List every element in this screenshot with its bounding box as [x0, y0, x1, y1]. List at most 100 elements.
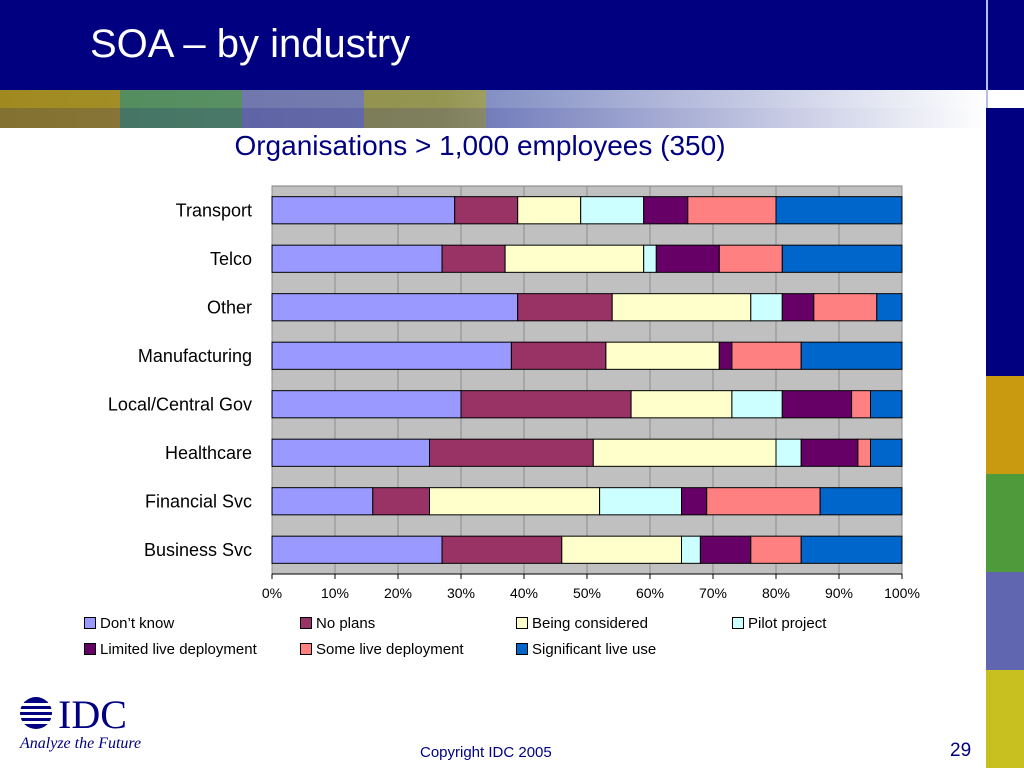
bar-segment — [731, 390, 783, 419]
x-tick-label: 100% — [884, 585, 920, 601]
legend-swatch — [300, 643, 312, 655]
bar-segment — [718, 341, 733, 370]
bar-segment — [429, 438, 594, 467]
legend-item: Being considered — [516, 615, 648, 632]
bar-segment — [731, 341, 802, 370]
bar-segment — [510, 341, 607, 370]
bar-segment — [611, 293, 752, 322]
bar-segment — [271, 390, 462, 419]
title-bar: SOA – by industry — [0, 0, 1024, 90]
legend-label: Significant live use — [532, 641, 657, 658]
bar-segment — [819, 487, 903, 516]
legend-swatch — [516, 643, 528, 655]
bar-segment — [630, 390, 733, 419]
bar-segment — [870, 438, 903, 467]
legend-swatch — [516, 617, 528, 629]
category-label: Healthcare — [165, 443, 252, 463]
legend-item: Don’t know — [84, 615, 174, 632]
bar-segment — [800, 438, 859, 467]
bar-segment — [372, 487, 430, 516]
x-tick-label: 30% — [447, 585, 475, 601]
page-number: 29 — [950, 740, 972, 761]
bar-segment — [870, 390, 903, 419]
bar-segment — [775, 196, 903, 225]
logo-wordmark: IDC — [58, 692, 127, 737]
bar-segment — [271, 535, 443, 564]
decorative-photo-strip — [0, 90, 986, 128]
decorative-side-panel — [986, 108, 1024, 768]
bar-segment — [271, 487, 374, 516]
bar-segment — [517, 293, 613, 322]
bar-segment — [813, 293, 878, 322]
category-label: Financial Svc — [145, 491, 252, 511]
legend-label: Limited live deployment — [100, 641, 257, 658]
bar-segment — [599, 487, 682, 516]
category-label: Other — [207, 297, 252, 317]
bar-segment — [605, 341, 720, 370]
legend-swatch — [300, 617, 312, 629]
bar-segment — [800, 535, 903, 564]
bar-segment — [271, 196, 456, 225]
bar-segment — [781, 390, 853, 419]
bar-segment — [750, 535, 802, 564]
globe-icon — [20, 697, 52, 729]
x-tick-label: 10% — [321, 585, 349, 601]
bar-segment — [271, 341, 512, 370]
category-label: Business Svc — [144, 540, 252, 560]
category-label: Manufacturing — [138, 346, 252, 366]
legend-label: No plans — [316, 615, 376, 632]
bar-segment — [800, 341, 903, 370]
bar-segment — [681, 487, 708, 516]
bar-segment — [857, 438, 872, 467]
x-tick-label: 90% — [825, 585, 853, 601]
x-tick-label: 80% — [762, 585, 790, 601]
legend-swatch — [84, 643, 96, 655]
x-tick-label: 60% — [636, 585, 664, 601]
logo-tagline: Analyze the Future — [19, 735, 141, 752]
legend-label: Some live deployment — [316, 641, 464, 658]
bar-segment — [681, 535, 701, 564]
bar-segment — [454, 196, 519, 225]
legend-label: Being considered — [532, 615, 648, 632]
bar-segment — [271, 244, 443, 273]
bar-segment — [580, 196, 645, 225]
category-label: Telco — [210, 249, 252, 269]
x-tick-label: 70% — [699, 585, 727, 601]
legend-swatch — [84, 617, 96, 629]
bar-segment — [441, 535, 563, 564]
slide-title: SOA – by industry — [90, 22, 411, 66]
category-label: Transport — [176, 200, 252, 220]
bar-segment — [781, 244, 903, 273]
idc-logo: IDC Analyze the Future — [18, 692, 141, 752]
bar-segment — [517, 196, 582, 225]
bar-segment — [687, 196, 777, 225]
bar-segment — [699, 535, 752, 564]
chart-title: Organisations > 1,000 employees (350) — [234, 130, 726, 161]
bar-segment — [781, 293, 815, 322]
legend-label: Don’t know — [100, 615, 175, 632]
legend-item: Limited live deployment — [84, 641, 257, 658]
legend-item: Some live deployment — [300, 641, 464, 658]
bar-segment — [775, 438, 802, 467]
legend-item: Significant live use — [516, 641, 656, 658]
bar-segment — [561, 535, 682, 564]
bar-segment — [655, 244, 720, 273]
stacked-bar-chart: 0% 10% 20% 30% 40% 50% 60% 70% 80% 90% 100% Transpo… — [108, 185, 920, 601]
bar-segment — [706, 487, 821, 516]
x-tick-label: 0% — [262, 585, 282, 601]
bar-segment — [643, 196, 689, 225]
category-label: Local/Central Gov — [108, 394, 252, 414]
bar-segment — [460, 390, 632, 419]
x-tick-label: 40% — [510, 585, 538, 601]
legend-item: No plans — [300, 615, 375, 632]
bar-segment — [592, 438, 777, 467]
bar-segment — [851, 390, 871, 419]
bar-segment — [876, 293, 903, 322]
bar-segment — [750, 293, 783, 322]
x-tick-label: 50% — [573, 585, 601, 601]
bar-segment — [718, 244, 783, 273]
bar-segment — [643, 244, 657, 273]
x-tick-label: 20% — [384, 585, 412, 601]
bar-segment — [504, 244, 645, 273]
bar-segment — [271, 438, 430, 467]
